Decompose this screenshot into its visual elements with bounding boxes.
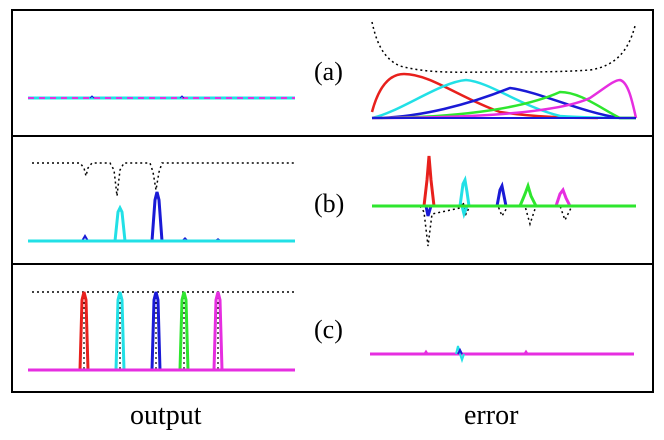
panel-a-error [370, 21, 638, 120]
error-spike-magenta [554, 186, 572, 207]
column-label-error: error [464, 400, 519, 431]
error-spike-cyan [458, 175, 471, 220]
error-blip-small [423, 349, 529, 355]
error-spike-blue-neg [424, 205, 433, 217]
error-blip-cyan [455, 345, 465, 364]
error-envelope-dotted [371, 21, 636, 73]
output-peak-blue [150, 191, 164, 242]
output-dotted-envelope [32, 162, 295, 197]
panel-label-b: (b) [314, 189, 344, 218]
error-dotted [419, 199, 573, 247]
panel-c-error [370, 345, 634, 364]
output-peak-red [78, 291, 90, 371]
error-spike-blue [495, 181, 508, 207]
panel-a-output [28, 95, 295, 100]
output-peak-green [178, 291, 190, 371]
column-label-output: output [130, 400, 202, 431]
output-peak-cyan [114, 291, 126, 371]
output-peak-cyan [113, 204, 127, 242]
output-peak-magenta [212, 291, 224, 371]
error-curve-magenta [371, 78, 638, 120]
panel-b-error [372, 155, 636, 247]
panel-label-c: (c) [314, 315, 343, 344]
panel-frame [11, 263, 654, 393]
output-peak-blue [150, 291, 162, 371]
error-spike-green [518, 181, 538, 207]
error-blip-blue [457, 347, 463, 355]
error-spike-red [422, 155, 436, 207]
panel-c-output [28, 291, 295, 372]
panel-b-output [28, 162, 295, 243]
error-curve-blue [371, 86, 636, 120]
output-peak-blue-small [81, 234, 89, 242]
panel-label-a: (a) [314, 57, 343, 86]
output-line-blue [89, 95, 185, 99]
